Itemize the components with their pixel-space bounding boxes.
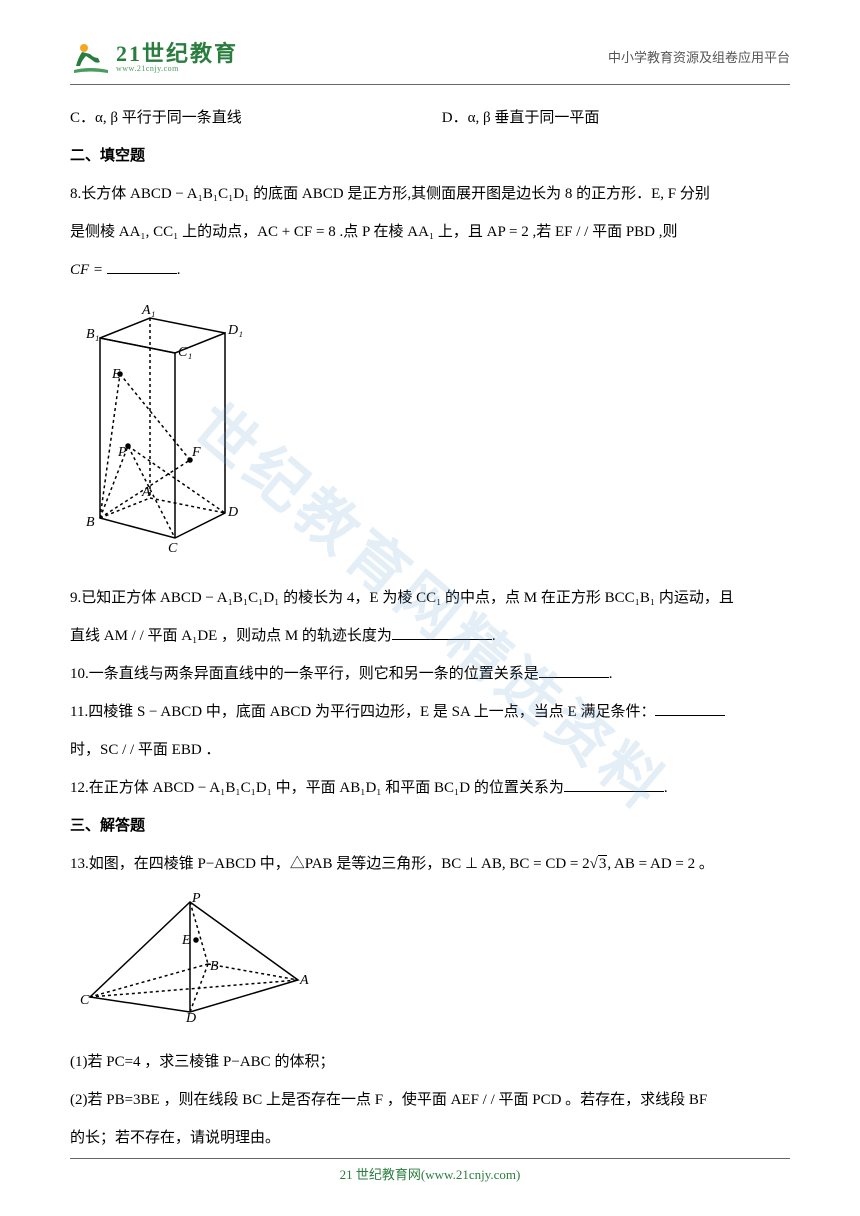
header-right-text: 中小学教育资源及组卷应用平台 [608,48,790,69]
q13-part2b: 的长；若不存在，请说明理由。 [70,1120,790,1156]
blank-q9 [392,622,492,640]
option-d: D．α, β 垂直于同一平面 [442,100,600,136]
logo: 21世纪教育 www.21cnjy.com [70,40,238,76]
section-2-title: 二、填空题 [70,138,790,174]
option-row-cd: C．α, β 平行于同一条直线 D．α, β 垂直于同一平面 [70,100,790,136]
svg-text:A₁: A₁ [141,303,155,318]
svg-text:B: B [210,959,219,974]
logo-sub-text: www.21cnjy.com [116,65,238,73]
svg-text:D: D [227,505,238,520]
svg-text:D₁: D₁ [227,323,243,338]
svg-text:D: D [185,1011,196,1022]
svg-text:C: C [168,541,178,556]
blank-q10 [539,660,609,678]
svg-text:E: E [111,367,121,382]
svg-text:C₁: C₁ [178,345,192,360]
svg-text:E: E [181,933,191,948]
q9-line2: 直线 AM / / 平面 A₁DE ，则动点 M 的轨迹长度为. [70,618,790,654]
svg-text:A: A [299,973,309,988]
blank-q11 [655,698,725,716]
svg-text:P: P [117,445,127,460]
page-header: 21世纪教育 www.21cnjy.com 中小学教育资源及组卷应用平台 [70,40,790,85]
figure-rectangular-prism: A₁ D₁ B₁ C₁ E P F A D B C [80,298,260,558]
q12: 12.在正方体 ABCD − A₁B₁C₁D₁ 中，平面 AB₁D₁ 和平面 B… [70,770,790,806]
blank-q12 [564,774,664,792]
q8-line2: 是侧棱 AA₁, CC₁ 上的动点，AC + CF = 8 .点 P 在棱 AA… [70,214,790,250]
page-footer: 21 世纪教育网(www.21cnjy.com) [70,1158,790,1186]
q11-line1: 11.四棱锥 S − ABCD 中，底面 ABCD 为平行四边形，E 是 SA … [70,694,790,730]
section-3-title: 三、解答题 [70,808,790,844]
q11-line2: 时，SC / / 平面 EBD ． [70,732,790,768]
svg-text:B: B [86,515,95,530]
q13-line1: 13.如图，在四棱锥 P−ABCD 中，△PAB 是等边三角形，BC ⊥ AB,… [70,846,790,882]
blank-q8 [107,256,177,274]
document-content: C．α, β 平行于同一条直线 D．α, β 垂直于同一平面 二、填空题 8.长… [70,100,790,1156]
runner-icon [70,40,112,76]
svg-text:B₁: B₁ [86,327,99,342]
figure-pyramid: P E B A C D [80,892,330,1022]
logo-main-text: 21世纪教育 [116,43,238,65]
q8-line3: CF = . [70,252,790,288]
q9-line1: 9.已知正方体 ABCD − A₁B₁C₁D₁ 的棱长为 4，E 为棱 CC₁ … [70,580,790,616]
svg-text:A: A [141,485,151,500]
svg-text:P: P [191,892,201,906]
q8-line1: 8.长方体 ABCD − A₁B₁C₁D₁ 的底面 ABCD 是正方形,其侧面展… [70,176,790,212]
q10: 10.一条直线与两条异面直线中的一条平行，则它和另一条的位置关系是. [70,656,790,692]
q13-part2a: (2)若 PB=3BE ，则在线段 BC 上是否存在一点 F ，使平面 AEF … [70,1082,790,1118]
option-c: C．α, β 平行于同一条直线 [70,100,242,136]
svg-text:C: C [80,993,90,1008]
q13-part1: (1)若 PC=4 ，求三棱锥 P−ABC 的体积； [70,1044,790,1080]
svg-text:F: F [191,445,201,460]
